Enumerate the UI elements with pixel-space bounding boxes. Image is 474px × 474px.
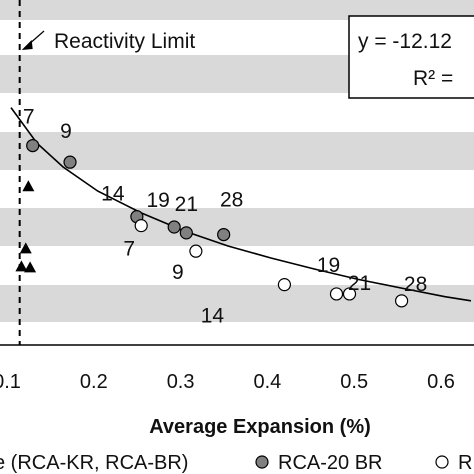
open-circle-point: [134, 219, 148, 233]
r-squared-text: R² =: [413, 67, 453, 90]
x-tick-label: 0.3: [167, 371, 195, 393]
open-circle-point: [277, 278, 292, 292]
grid-band: [0, 0, 474, 20]
point-label: 7: [23, 106, 35, 129]
legend-label: R: [458, 452, 472, 474]
grid-band: [0, 285, 474, 322]
x-tick-label: 0.4: [253, 371, 281, 393]
filled-circle-point: [63, 155, 77, 169]
point-label: 9: [172, 261, 184, 284]
reactivity-limit-arrowhead: [21, 40, 33, 50]
reactivity-limit-label: Reactivity Limit: [54, 30, 195, 53]
point-label: 7: [123, 238, 135, 261]
trendline: [10, 107, 472, 302]
point-label: 19: [317, 254, 340, 277]
legend-label: RCA-20 BR: [278, 452, 382, 474]
filled-circle-point: [217, 228, 231, 242]
filled-circle-point: [167, 220, 181, 234]
legend-filled-circle-icon: [255, 455, 269, 469]
x-tick-label: 0.5: [340, 371, 368, 393]
open-circle-point: [395, 294, 409, 308]
point-label: 21: [175, 193, 198, 216]
equation-box-frame: [348, 15, 474, 99]
x-tick-label: 0.1: [0, 371, 21, 393]
legend-label: e (RCA-KR, RCA-BR): [0, 452, 188, 474]
legend-open-circle-icon: [435, 455, 449, 469]
triangle-point: [24, 261, 37, 273]
point-label: 9: [60, 120, 72, 143]
point-label: 14: [101, 183, 125, 206]
open-circle-point: [189, 244, 203, 258]
open-circle-point: [342, 287, 357, 301]
x-tick-label: 0.6: [427, 371, 455, 393]
grid-band: [0, 208, 474, 246]
x-tick-labels: 0.1 0.2 0.3 0.4 0.5 0.6: [0, 371, 455, 393]
trendline-group: [10, 107, 472, 302]
triangle-point: [22, 180, 35, 192]
x-tick-label: 0.2: [80, 371, 108, 393]
open-circle-point: [329, 287, 344, 301]
x-axis-label: Average Expansion (%): [149, 416, 371, 438]
triangle-point: [19, 242, 32, 254]
equation-text: y = -12.12: [358, 30, 452, 53]
point-label: 21: [348, 272, 371, 295]
equation-box: y = -12.12 R² =: [348, 15, 474, 99]
point-label: 19: [147, 189, 170, 212]
point-label: 14: [201, 305, 225, 328]
point-label: 28: [404, 273, 427, 296]
filled-circle-point: [26, 138, 40, 153]
legend: e (RCA-KR, RCA-BR) RCA-20 BR R: [0, 452, 472, 474]
reactivity-limit-group: Reactivity Limit: [18, 0, 195, 345]
grid-band: [0, 132, 474, 170]
point-label: 28: [220, 189, 243, 212]
triangle-point: [15, 260, 28, 272]
filled-circle-point: [179, 226, 193, 240]
